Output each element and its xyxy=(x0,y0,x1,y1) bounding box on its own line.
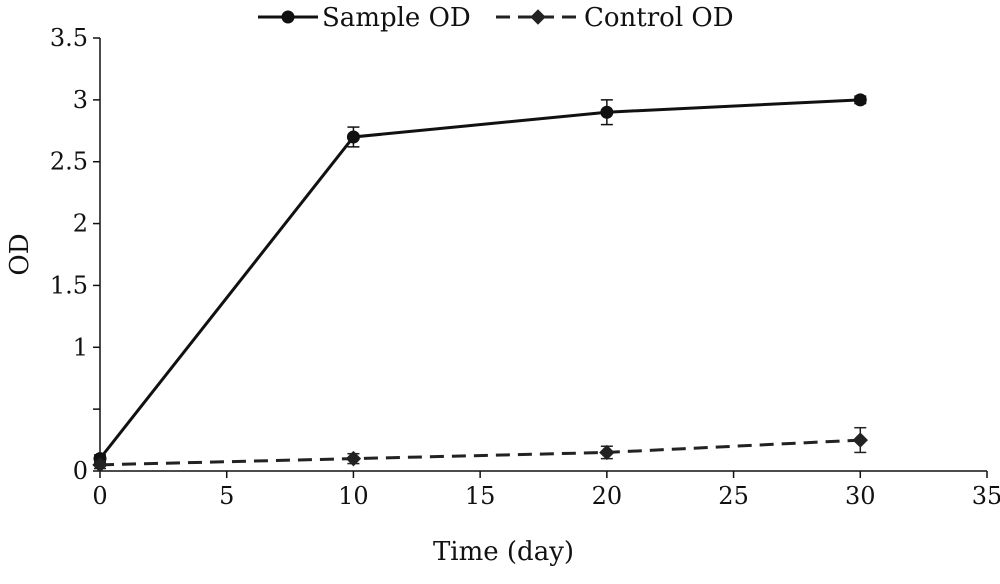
legend-label: Sample OD xyxy=(322,3,471,33)
control-od-line xyxy=(99,438,861,467)
y-tick-label: 2.5 xyxy=(50,148,88,176)
control-od-point xyxy=(852,432,868,448)
x-tick-label: 30 xyxy=(845,482,876,510)
sample-od-point xyxy=(346,130,360,144)
legend: Sample OD Control OD xyxy=(258,3,734,33)
x-tick-label: 10 xyxy=(338,482,369,510)
control-od-point xyxy=(599,444,615,461)
legend-item-sample-od: Sample OD xyxy=(258,3,471,33)
control-od-series xyxy=(92,426,868,473)
legend-marker xyxy=(281,10,295,24)
y-tick-label: 0 xyxy=(73,457,88,485)
sample-od-point xyxy=(853,93,867,107)
control-od-point xyxy=(345,450,362,467)
sample-od-line xyxy=(98,98,861,460)
y-ticks: 0 1 1.5 2 2.5 3 3.5 xyxy=(50,24,100,485)
axes xyxy=(99,38,987,472)
y-axis-title: OD xyxy=(5,233,35,275)
series-layer xyxy=(92,93,868,473)
y-tick-label: 2 xyxy=(73,210,88,238)
legend-item-control-od: Control OD xyxy=(496,3,734,33)
x-tick-label: 35 xyxy=(972,482,1000,510)
y-tick-label: 1.5 xyxy=(50,271,88,299)
x-tick-label: 0 xyxy=(92,482,107,510)
y-tick-label: 3.5 xyxy=(50,24,88,52)
control-od-point xyxy=(92,457,108,473)
y-tick-label: 3 xyxy=(73,86,88,114)
sample-od-point xyxy=(600,105,614,119)
x-tick-label: 25 xyxy=(718,482,749,510)
sample-od-series xyxy=(93,93,867,466)
legend-marker xyxy=(530,9,546,25)
x-tick-label: 15 xyxy=(465,482,496,510)
x-axis-title: Time (day) xyxy=(433,537,574,567)
y-tick-label: 1 xyxy=(73,333,88,361)
legend-label: Control OD xyxy=(584,3,734,33)
x-tick-label: 5 xyxy=(219,482,234,510)
x-ticks: 0 5 10 15 20 25 30 35 xyxy=(92,471,1000,510)
x-tick-label: 20 xyxy=(592,482,623,510)
